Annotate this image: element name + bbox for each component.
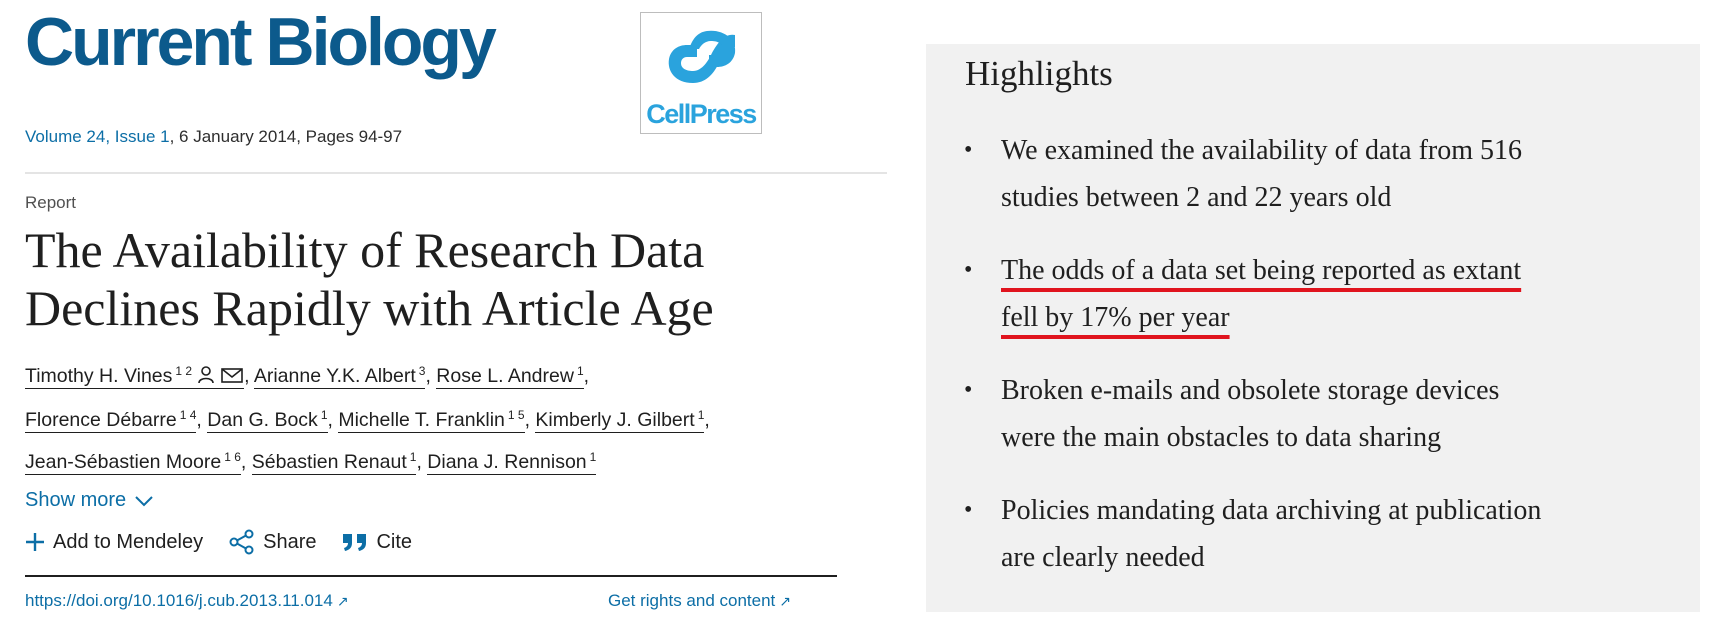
author-contact-icons[interactable] [198,360,244,397]
highlight-item: • We examined the availability of data f… [926,127,1661,221]
author-link[interactable]: Michelle T. Franklin 1 5 [338,408,525,433]
author-link[interactable]: Rose L. Andrew 1 [436,364,584,389]
header-divider [25,172,887,174]
author-link[interactable]: Florence Débarre 1 4 [25,408,197,433]
author-link[interactable]: Timothy H. Vines 1 2 [25,364,245,389]
highlight-item-underlined: • The odds of a data set being reported … [926,247,1661,341]
share-icon [229,529,254,555]
bullet-icon: • [964,377,973,403]
author-list: Timothy H. Vines 1 2, Arianne Y.K. Albert… [25,353,865,481]
author-link[interactable]: Jean-Sébastien Moore 1 6 [25,450,241,475]
author-link[interactable]: Diana J. Rennison 1 [427,450,597,475]
author-link[interactable]: Dan G. Bock 1 [207,408,328,433]
actions-divider [25,575,837,577]
doi-link[interactable]: https://doi.org/10.1016/j.cub.2013.11.01… [25,591,349,610]
author-link[interactable]: Sébastien Renaut 1 [251,450,417,475]
bullet-icon: • [964,137,973,163]
author-link[interactable]: Kimberly J. Gilbert 1 [535,408,705,433]
cite-label: Cite [376,530,413,553]
chevron-down-icon [135,495,153,506]
article-header: Current Biology CellPress Volume 24, Iss… [25,0,887,622]
plus-icon [26,533,44,551]
share-button[interactable]: Share [229,529,316,555]
quote-icon [343,534,367,551]
external-link-icon: ↗ [779,593,792,609]
cellpress-logo[interactable]: CellPress [640,12,762,134]
article-type: Report [25,193,77,212]
author-link[interactable]: Arianne Y.K. Albert 3 [253,364,426,389]
rights-link[interactable]: Get rights and content ↗ [608,591,792,610]
journal-title[interactable]: Current Biology [25,4,497,80]
bullet-icon: • [964,497,973,523]
issue-info: Volume 24, Issue 1, 6 January 2014, Page… [25,127,402,147]
volume-issue-link[interactable]: Volume 24, Issue 1 [25,127,170,146]
external-link-icon: ↗ [336,593,349,609]
highlights-panel: Highlights • We examined the availabilit… [926,44,1700,612]
highlights-heading: Highlights [965,54,1113,93]
issue-details: , 6 January 2014, Pages 94-97 [169,127,403,146]
highlights-list: • We examined the availability of data f… [926,127,1661,607]
cellpress-wordmark: CellPress [646,99,757,129]
cite-button[interactable]: Cite [342,531,412,554]
highlight-item: • Policies mandating data archiving at p… [926,487,1661,581]
show-more-label: Show more [25,489,127,511]
share-label: Share [263,530,317,553]
article-actions: Add to Mendeley Share Cite [25,529,438,555]
person-mail-icon [198,366,243,384]
bullet-icon: • [964,257,973,283]
article-title-line-1: The Availability of Research Data [25,222,705,278]
show-more-button[interactable]: Show more [25,489,154,512]
cellpress-symbol-icon [668,30,736,83]
add-to-mendeley-button[interactable]: Add to Mendeley [25,531,203,554]
article-title-line-2: Declines Rapidly with Article Age [25,280,714,336]
article-title: The Availability of Research Data Declin… [25,221,865,337]
add-to-mendeley-label: Add to Mendeley [53,530,204,553]
highlight-item: • Broken e-mails and obsolete storage de… [926,367,1661,461]
